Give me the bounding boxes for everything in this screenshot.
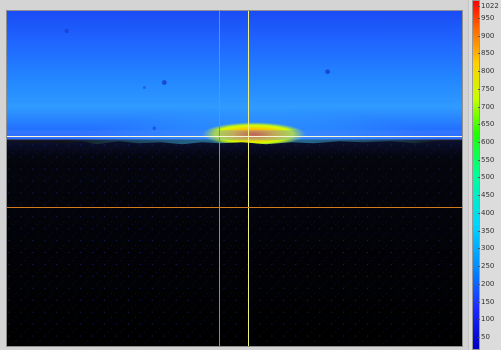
colorbar-panel: 1022 950 900 850 800 750 700 650 600 550… [468, 0, 501, 350]
tick-label: 1022 [478, 2, 499, 10]
noise-overlay [7, 143, 462, 346]
tick-label: 700 [477, 103, 495, 111]
heatmap-image [7, 11, 462, 346]
tick-label: 750 [477, 85, 495, 93]
tick-label: 250 [477, 262, 495, 270]
tick-label: 450 [477, 191, 495, 199]
tick-label: 400 [477, 209, 495, 217]
image-viewport[interactable] [6, 10, 463, 347]
heatmap-svg [7, 11, 462, 346]
tick-label: 350 [477, 227, 495, 235]
tick-label: 900 [477, 32, 495, 40]
tick-label: 200 [477, 280, 495, 288]
tick-label: 50 [478, 333, 490, 341]
tick-label: 950 [477, 14, 495, 22]
tick-label: 800 [477, 67, 495, 75]
tick-label: 500 [477, 173, 495, 181]
tick-label: 650 [477, 120, 495, 128]
hotspot-region [202, 122, 306, 147]
horizon-band [7, 130, 462, 141]
tick-label: 600 [477, 138, 495, 146]
tick-label: 100 [477, 315, 495, 323]
tick-label: 850 [477, 49, 495, 57]
tick-label: 550 [477, 156, 495, 164]
tick-label: 150 [477, 298, 495, 306]
tick-label: 300 [477, 244, 495, 252]
